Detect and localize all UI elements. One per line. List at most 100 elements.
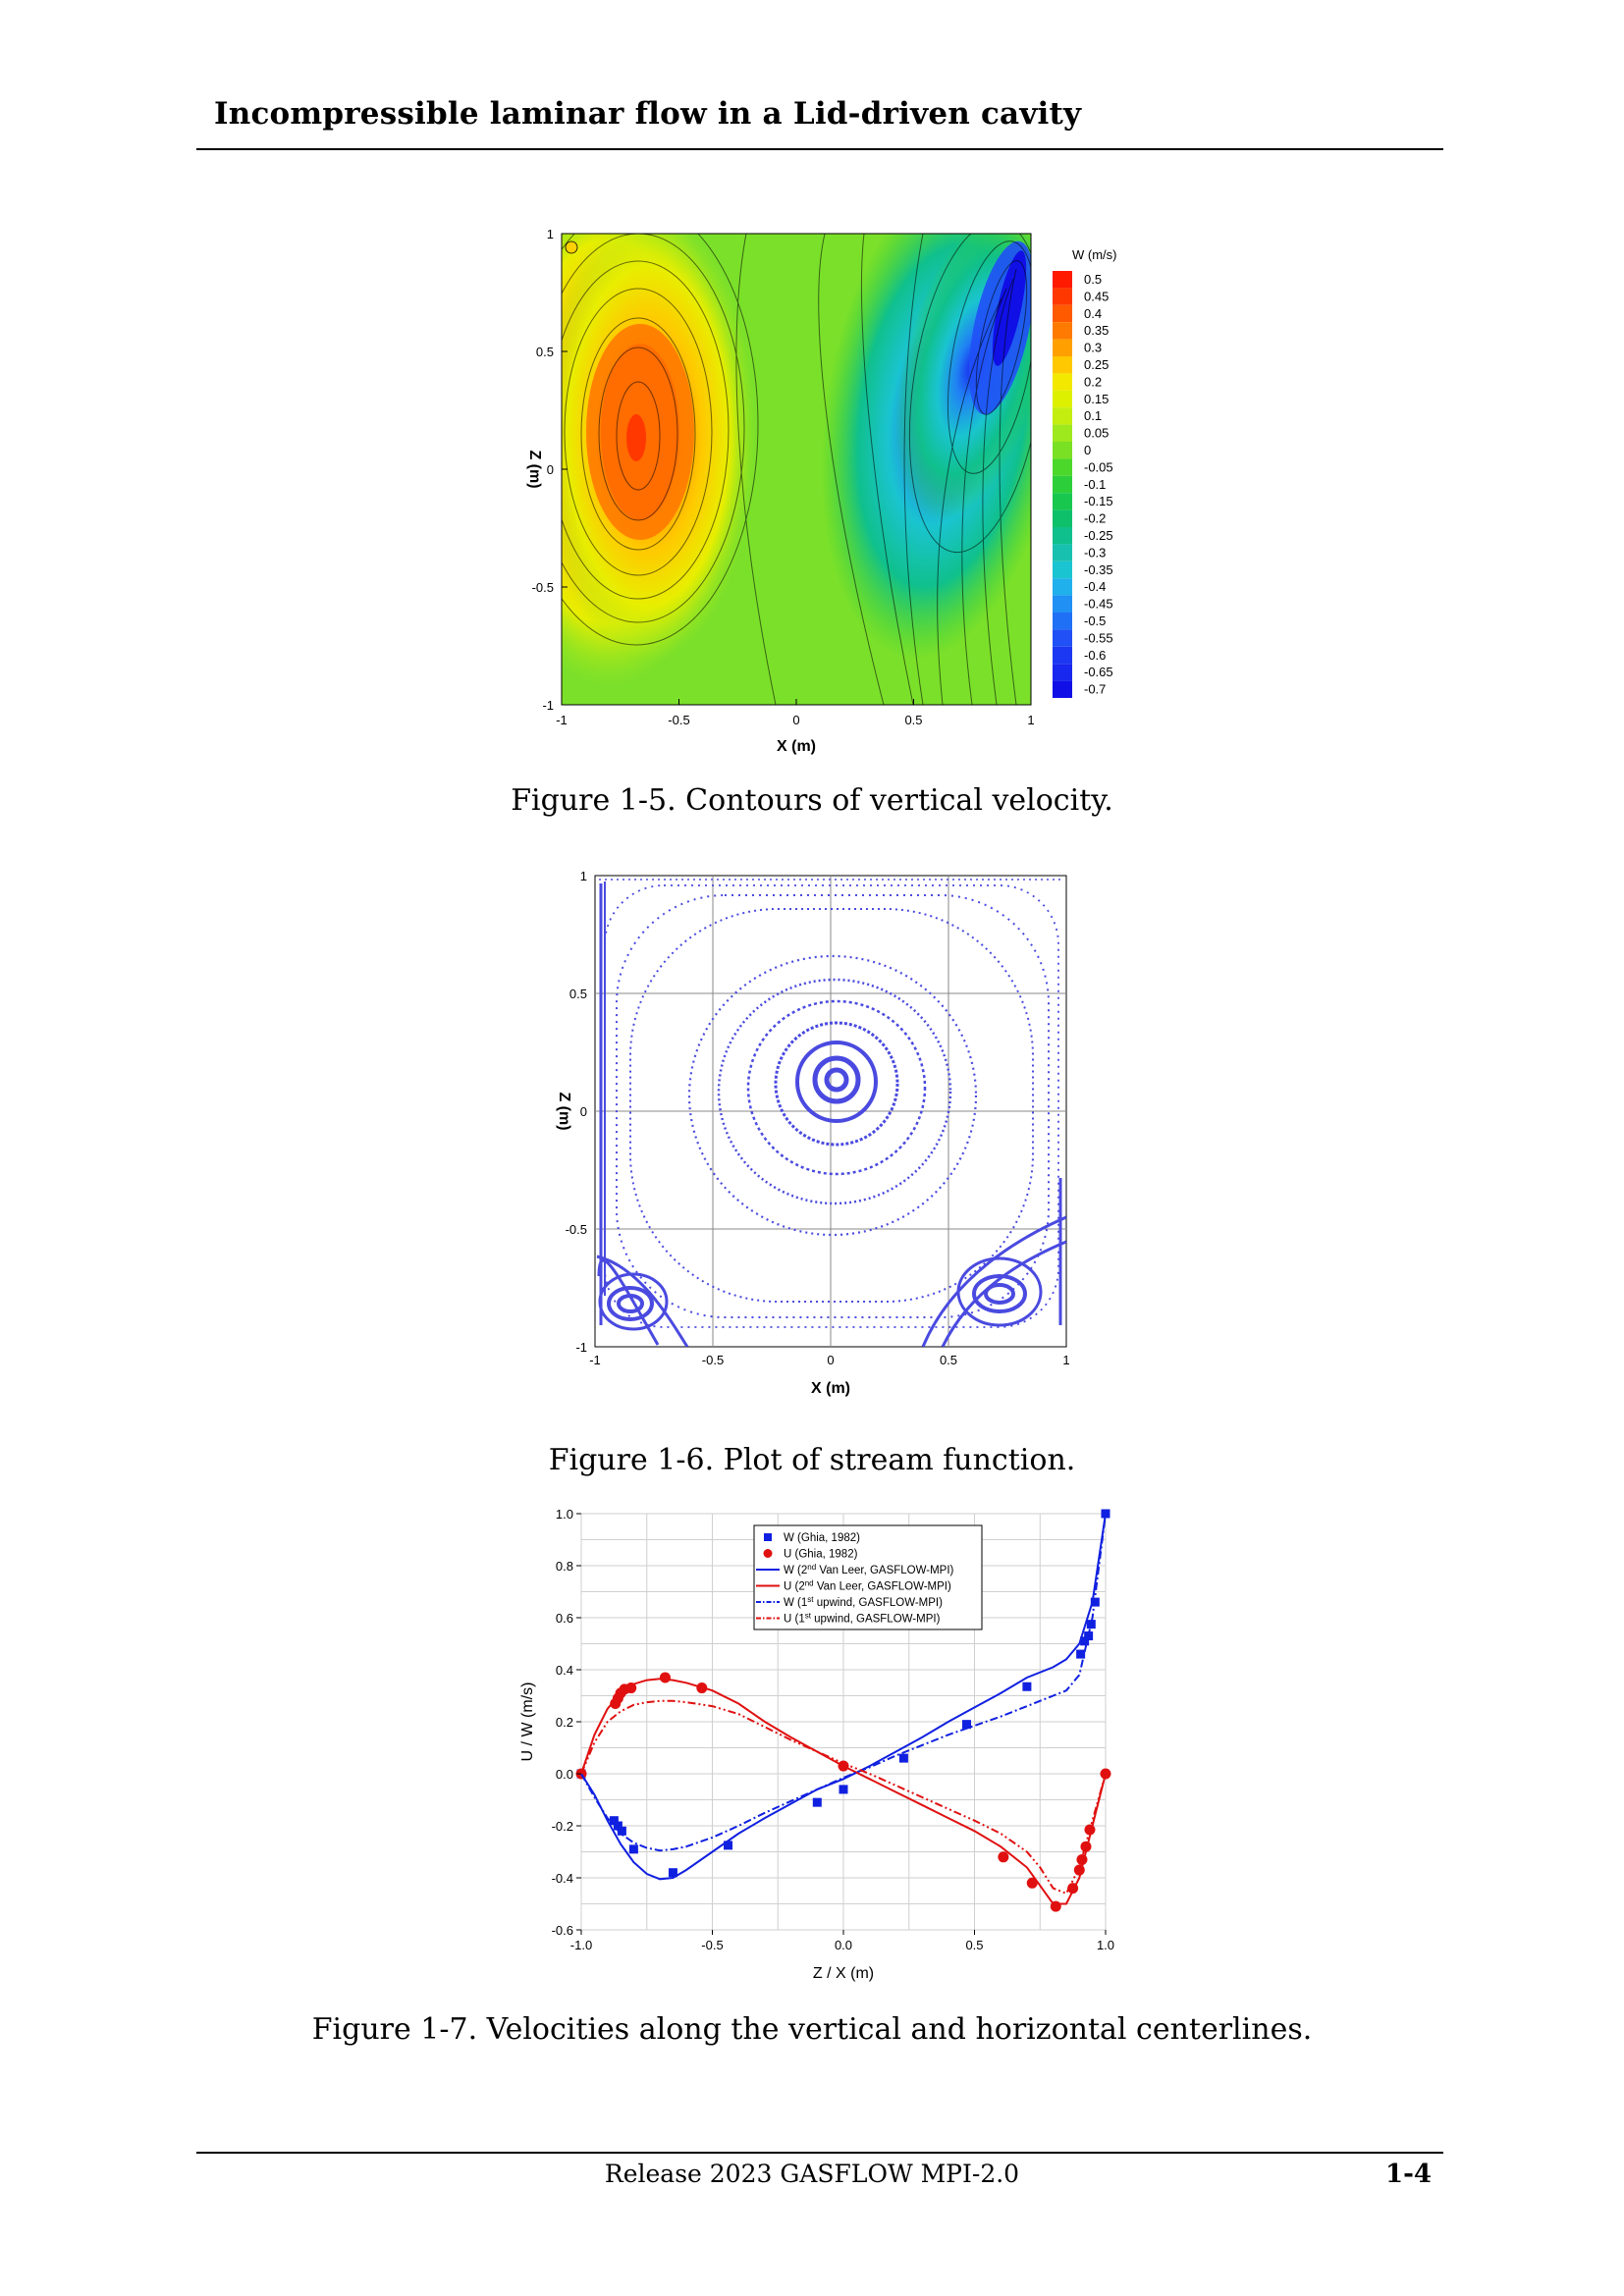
figure-1-5-caption: Figure 1-5. Contours of vertical velocit… <box>511 783 1113 818</box>
fig7-series-line-4 <box>580 1513 1107 1852</box>
fig5-colorbar-swatch <box>1053 288 1072 305</box>
fig5-colorbar-swatch <box>1053 578 1072 596</box>
fig7-xlabel: Z / X (m) <box>813 1965 874 1982</box>
fig5-colorbar-label: 0.35 <box>1084 323 1109 338</box>
fig7-legend-label: W (2nd Van Leer, GASFLOW-MPI) <box>784 1563 954 1577</box>
fig5-colorbar-swatch <box>1053 356 1072 374</box>
fig5-colorbar-swatch <box>1053 527 1072 545</box>
fig6-xtick-label: -1 <box>589 1353 601 1367</box>
fig7-point-w-ghia <box>613 1821 623 1831</box>
fig5-colorbar-label: -0.65 <box>1084 665 1113 679</box>
figure-1-6-streamline-plot: -1 -0.5 0 0.5 1 1 0.5 0 -0.5 -1 X (m) Z (m) <box>556 869 1070 1397</box>
fig5-ytick-label: 0.5 <box>536 345 554 359</box>
fig7-legend-label-rest: upwind, GASFLOW-MPI) <box>811 1614 941 1626</box>
fig5-colorbar-swatch <box>1053 613 1072 630</box>
fig5-colorbar-label: -0.15 <box>1084 494 1113 508</box>
fig5-ylabel: Z (m) <box>526 450 543 488</box>
fig7-legend-label-main: W (2 <box>784 1565 807 1576</box>
fig7-legend-label-sup: st <box>805 1611 812 1620</box>
fig5-colorbar-swatch <box>1053 680 1072 698</box>
fig7-xtick-label: 0.0 <box>835 1938 852 1952</box>
fig5-colorbar-label: -0.45 <box>1084 597 1113 612</box>
fig7-legend-label-rest: upwind, GASFLOW-MPI) <box>814 1597 944 1609</box>
fig7-point-u-ghia <box>1026 1877 1038 1889</box>
fig5-colorbar-label: -0.1 <box>1084 477 1106 492</box>
fig5-colorbar-label: 0.15 <box>1084 392 1109 406</box>
fig5-colorbar-swatch <box>1053 373 1072 391</box>
figure-1-5-contour-plot: -1 -0.5 0 0.5 1 1 0.5 0 -0.5 -1 X (m) Z (m) W (m/… <box>526 227 1116 755</box>
fig7-ytick-label: 0.2 <box>556 1715 573 1730</box>
fig5-colorbar-swatch <box>1053 561 1072 579</box>
fig5-ytick-label: -1 <box>542 698 554 713</box>
fig7-ytick-label: 0.8 <box>556 1559 573 1574</box>
fig6-xtick-label: 0.5 <box>940 1353 957 1367</box>
fig6-ytick-label: 0 <box>580 1104 587 1119</box>
figure-1-6-caption: Figure 1-6. Plot of stream function. <box>548 1443 1076 1477</box>
fig5-colorbar-label: 0 <box>1084 443 1091 457</box>
fig5-colorbar-swatch <box>1053 544 1072 561</box>
fig7-point-w-ghia <box>1076 1649 1086 1659</box>
fig7-ytick-label: -0.4 <box>552 1871 573 1886</box>
fig7-legend-label: W (1st upwind, GASFLOW-MPI) <box>784 1595 943 1610</box>
fig7-legend-label-sup: nd <box>807 1563 816 1572</box>
fig5-xtick-label: -0.5 <box>668 713 689 727</box>
figure-1-7-caption: Figure 1-7. Velocities along the vertica… <box>311 2012 1313 2047</box>
fig7-legend-marker <box>763 1549 773 1558</box>
fig5-colorbar-label: 0.25 <box>1084 357 1109 372</box>
fig7-point-w-ghia <box>617 1826 626 1836</box>
fig5-colorbar-label: -0.4 <box>1084 579 1106 594</box>
page-header-title: Incompressible laminar flow in a Lid-dri… <box>214 96 1082 132</box>
fig5-colorbar-swatch <box>1053 304 1072 323</box>
fig5-colorbar-label: -0.35 <box>1084 562 1113 577</box>
fig7-point-w-ghia <box>724 1841 733 1850</box>
fig7-point-w-ghia <box>628 1844 638 1854</box>
fig7-ytick-label: 1.0 <box>556 1507 573 1522</box>
fig6-xtick-label: 0 <box>827 1353 834 1367</box>
page-number: 1-4 <box>1385 2160 1432 2189</box>
fig7-legend-label-rest: Van Leer, GASFLOW-MPI) <box>816 1565 953 1576</box>
fig5-colorbar-swatch <box>1053 475 1072 494</box>
fig7-legend-label-sup: st <box>807 1595 814 1604</box>
fig7-legend-label: U (Ghia, 1982) <box>784 1549 858 1561</box>
fig5-colorbar-label: -0.3 <box>1084 545 1106 560</box>
fig7-point-w-ghia <box>898 1753 908 1763</box>
contour-field <box>562 234 1031 705</box>
fig6-ytick-label: 0.5 <box>569 987 587 1001</box>
fig7-legend-label-main: W (Ghia, 1982) <box>784 1532 860 1544</box>
fig7-legend-marker <box>764 1533 772 1541</box>
fig7-series-line-3 <box>580 1678 1107 1905</box>
fig7-legend-box <box>753 1524 983 1630</box>
fig7-point-w-ghia <box>1080 1636 1090 1646</box>
fig6-grid <box>595 876 1066 1347</box>
fig7-legend-label-main: U (2 <box>784 1581 805 1593</box>
fig5-colorbar-swatch <box>1053 493 1072 510</box>
fig5-colorbar-label: 0.05 <box>1084 426 1109 441</box>
fig5-colorbar-swatch <box>1053 442 1072 459</box>
fig5-colorbar-swatch <box>1053 509 1072 527</box>
fig7-legend-label-main: W (1 <box>784 1597 807 1609</box>
fig7-ytick-label: 0.6 <box>556 1611 573 1626</box>
figure-1-7-line-chart: -1.0 -0.5 0.0 0.5 1.0 1.0 0.8 0.6 0.4 0.2 0.0 -0.2 -… <box>519 1507 1114 1982</box>
fig5-colorbar-swatch <box>1053 271 1072 289</box>
fig6-axes: -1 -0.5 0 0.5 1 1 0.5 0 -0.5 -1 <box>566 869 1070 1367</box>
fig7-legend-label: U (1st upwind, GASFLOW-MPI) <box>784 1611 941 1626</box>
fig5-colorbar-label: 0.1 <box>1084 408 1102 423</box>
fig5-colorbar-swatch <box>1053 664 1072 681</box>
fig7-point-u-ghia <box>998 1851 1009 1863</box>
fig6-xtick-label: -0.5 <box>702 1353 724 1367</box>
fig7-point-u-ghia <box>625 1682 637 1694</box>
fig7-ytick-label: 0.4 <box>556 1663 573 1678</box>
fig5-colorbar-swatch <box>1053 424 1072 442</box>
fig5-ytick-label: -0.5 <box>532 580 554 595</box>
fig5-colorbar-swatch <box>1053 339 1072 356</box>
fig5-colorbar-label: -0.2 <box>1084 511 1106 526</box>
fig5-axes: -1 -0.5 0 0.5 1 1 0.5 0 -0.5 -1 <box>532 227 1035 727</box>
fig7-legend-label: W (Ghia, 1982) <box>784 1532 860 1544</box>
fig5-colorbar-label: 0.2 <box>1084 374 1102 389</box>
fig5-colorbar-swatch <box>1053 458 1072 476</box>
fig5-xtick-label: 0.5 <box>904 713 922 727</box>
fig7-legend-label-sup: nd <box>805 1578 814 1587</box>
fig6-xtick-label: 1 <box>1062 1353 1069 1367</box>
fig5-colorbar-label: 0.3 <box>1084 341 1102 355</box>
fig7-legend-label-main: U (1 <box>784 1614 805 1626</box>
